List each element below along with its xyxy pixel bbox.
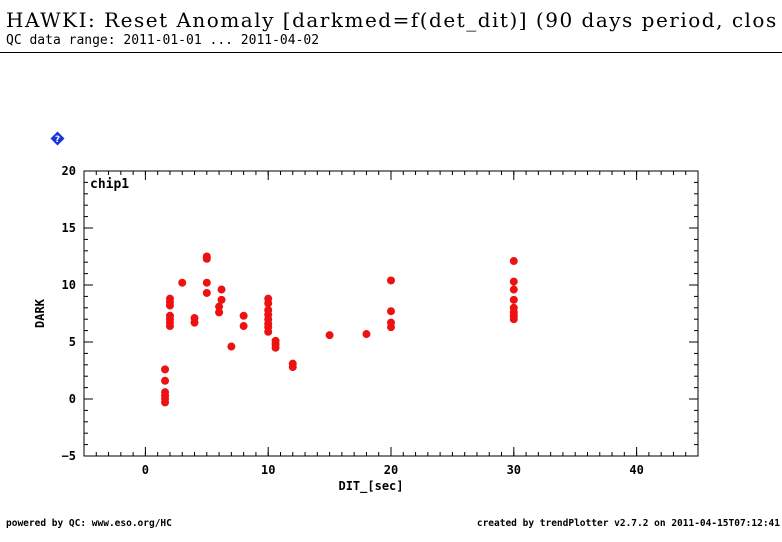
x-tick-label: 10 bbox=[261, 463, 275, 477]
data-point bbox=[215, 302, 224, 311]
data-point bbox=[161, 398, 170, 407]
data-point bbox=[264, 299, 273, 308]
data-point bbox=[264, 327, 273, 336]
y-tick-label: 5 bbox=[69, 335, 76, 349]
x-tick-label: 0 bbox=[142, 463, 149, 477]
x-tick-label: 30 bbox=[507, 463, 521, 477]
panel-label: chip1 bbox=[90, 177, 129, 192]
data-point bbox=[178, 278, 187, 287]
data-point bbox=[509, 277, 518, 286]
x-tick-label: 20 bbox=[384, 463, 398, 477]
help-diamond-icon[interactable]: ? bbox=[50, 131, 65, 146]
data-point bbox=[239, 322, 248, 331]
y-tick-label: 0 bbox=[69, 392, 76, 406]
y-tick-label: 20 bbox=[62, 164, 76, 178]
data-point bbox=[202, 278, 211, 287]
data-point bbox=[217, 295, 226, 304]
x-tick-label: 40 bbox=[629, 463, 643, 477]
data-point bbox=[161, 365, 170, 374]
title-divider bbox=[0, 52, 782, 53]
data-point bbox=[362, 330, 371, 339]
data-point bbox=[165, 322, 174, 331]
help-question-glyph: ? bbox=[55, 135, 60, 145]
data-point bbox=[509, 285, 518, 294]
data-point bbox=[509, 315, 518, 324]
data-point bbox=[325, 331, 334, 340]
data-point bbox=[227, 342, 236, 351]
data-point bbox=[215, 308, 224, 317]
scatter-chart: 0 10 20 30 40 −5 0 5 10 15 20 DIT_[sec] DARK chip1 bbox=[33, 164, 699, 494]
y-tick-label: 10 bbox=[62, 278, 76, 292]
data-point bbox=[161, 376, 170, 385]
data-point bbox=[217, 285, 226, 294]
data-point bbox=[165, 301, 174, 310]
help-diamond-shape bbox=[50, 131, 65, 146]
data-point bbox=[202, 288, 211, 297]
footer-created-by: created by trendPlotter v2.7.2 on 2011-0… bbox=[476, 518, 780, 529]
data-point bbox=[387, 276, 395, 285]
data-point bbox=[387, 307, 395, 316]
data-point bbox=[271, 343, 280, 352]
data-point bbox=[202, 254, 211, 263]
y-tick-label: 15 bbox=[62, 221, 76, 235]
x-axis-label: DIT_[sec] bbox=[338, 479, 403, 494]
footer-powered-by: powered by QC: www.eso.org/HC bbox=[6, 518, 172, 529]
data-range-subtitle: QC data range: 2011-01-01 ... 2011-04-02 bbox=[6, 33, 320, 48]
data-point bbox=[509, 257, 518, 266]
data-point bbox=[509, 295, 518, 304]
y-axis-label: DARK bbox=[33, 298, 47, 328]
data-point bbox=[288, 363, 297, 372]
y-tick-label: −5 bbox=[62, 449, 76, 463]
data-point bbox=[239, 311, 248, 320]
data-point bbox=[387, 323, 395, 332]
page-title: HAWKI: Reset Anomaly [darkmed=f(det_dit)… bbox=[6, 8, 778, 32]
data-point bbox=[190, 318, 199, 327]
